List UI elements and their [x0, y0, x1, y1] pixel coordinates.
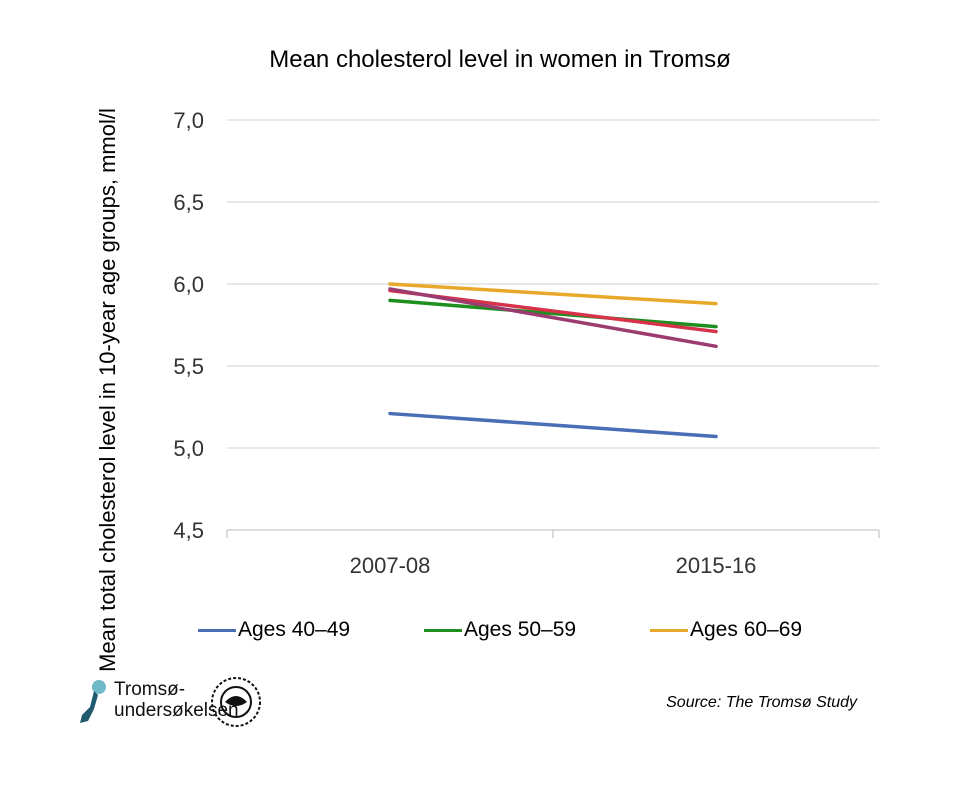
x-tick-label: 2015-16 [676, 553, 757, 578]
chart-title: Mean cholesterol level in women in Troms… [269, 46, 731, 73]
legend-item: Ages 50–59 [424, 618, 576, 642]
series-line-4 [388, 287, 718, 349]
y-tick-label: 4,5 [173, 518, 204, 543]
y-tick-label: 5,0 [173, 436, 204, 461]
series-line-2 [388, 282, 718, 306]
x-tick-label: 2007-08 [350, 553, 431, 578]
source-note: Source: The Tromsø Study [666, 694, 857, 711]
legend-label: Ages 60–69 [690, 618, 803, 641]
y-tick-label: 6,5 [173, 190, 204, 215]
y-tick-label: 6,0 [173, 272, 204, 297]
series-line-0 [388, 411, 718, 439]
university-seal-icon [211, 677, 261, 727]
legend-swatch [424, 628, 462, 632]
y-tick-label: 5,5 [173, 354, 204, 379]
legend-swatch [198, 628, 236, 632]
tromso-study-logo-icon [80, 680, 106, 723]
legend-item: Ages 40–49 [198, 618, 350, 642]
legend-swatch [650, 628, 688, 632]
logo-text: Tromsø-undersøkelsen [114, 679, 239, 721]
legend-label: Ages 50–59 [464, 618, 577, 641]
series-line-1 [388, 298, 718, 329]
legend-label: Ages 40–49 [238, 618, 351, 641]
legend-item: Ages 60–69 [650, 618, 802, 642]
y-tick-label: 7,0 [173, 108, 204, 133]
